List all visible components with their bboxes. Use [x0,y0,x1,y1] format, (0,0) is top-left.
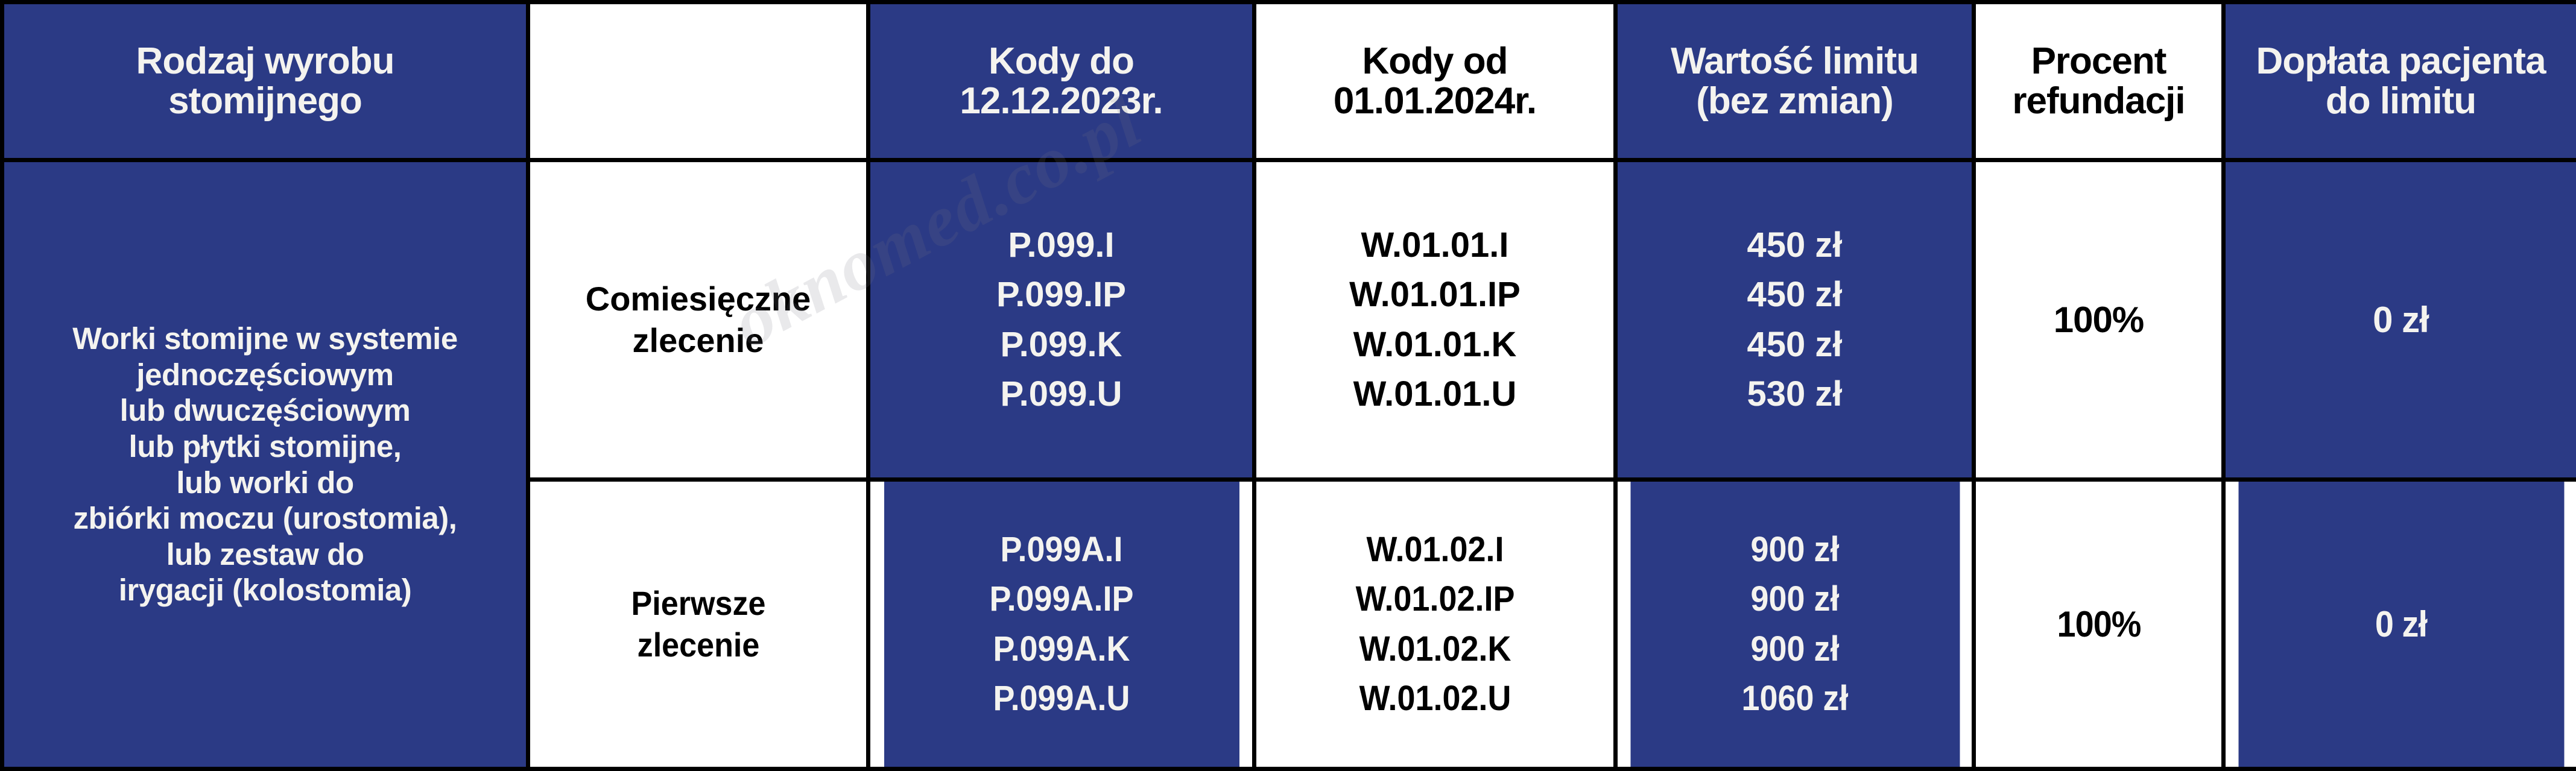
product-line-6: zbiórki moczu (urostomia), [8,500,522,537]
product-line-4: lub płytki stomijne, [8,429,522,465]
header-refund-percent-line2: refundacji [1979,81,2218,121]
product-line-1: Worki stomijne w systemie [8,321,522,357]
table-header: Rodzaj wyrobu stomijnego Kody do 12.12.2… [2,2,2576,160]
product-line-8: irygacji (kolostomia) [8,572,522,608]
header-patient-copay-line1: Dopłata pacjenta [2229,42,2572,81]
table-row: Worki stomijne w systemie jednoczęściowy… [2,160,2576,480]
limit-value-4: 1060 zł [1633,674,1956,723]
product-line-7: lub zestaw do [8,537,522,573]
code-old-1: P.099.I [874,221,1248,270]
code-old-2: P.099A.IP [887,574,1236,624]
code-old-2: P.099.IP [874,270,1248,319]
product-line-5: lub worki do [8,465,522,501]
header-product-type: Rodzaj wyrobu stomijnego [2,2,528,160]
header-product-type-line1: Rodzaj wyrobu [8,42,522,81]
header-patient-copay-line2: do limitu [2229,81,2572,121]
cell-refund-percent-monthly: 100% [1974,160,2224,480]
code-new-4: W.01.01.U [1260,370,1610,419]
code-old-1: P.099A.I [887,525,1236,574]
header-product-type-line2: stomijnego [8,81,522,121]
table-body: Worki stomijne w systemie jednoczęściowy… [2,160,2576,769]
cell-codes-new-first: W.01.02.I W.01.02.IP W.01.02.K W.01.02.U [1267,480,1603,769]
code-new-1: W.01.01.I [1260,221,1610,270]
header-patient-copay: Dopłata pacjenta do limitu [2224,2,2576,160]
order-type-line2: zlecenie [545,625,851,666]
code-old-3: P.099.K [874,320,1248,370]
cell-patient-copay-monthly: 0 zł [2224,160,2576,480]
limit-value-3: 900 zł [1633,625,1956,674]
header-codes-old-line2: 12.12.2023r. [874,81,1248,121]
limit-value-2: 450 zł [1621,270,1968,319]
limit-value-1: 450 zł [1621,221,1968,270]
limit-value-1: 900 zł [1633,525,1956,574]
cell-limit-values-first: 900 zł 900 zł 900 zł 1060 zł [1628,480,1961,769]
product-line-2: jednoczęściowym [8,357,522,393]
code-new-3: W.01.02.K [1272,625,1597,674]
header-limit-value-line2: (bez zmian) [1621,81,1968,121]
product-line-3: lub dwuczęściowym [8,392,522,429]
header-limit-value: Wartość limitu (bez zmian) [1616,2,1974,160]
code-new-4: W.01.02.U [1272,674,1597,723]
cell-product-description: Worki stomijne w systemie jednoczęściowy… [2,160,528,769]
header-refund-percent-line1: Procent [1979,42,2218,81]
cell-codes-new-monthly: W.01.01.I W.01.01.IP W.01.01.K W.01.01.U [1255,160,1616,480]
order-type-line1: Comiesięczne [534,279,862,319]
order-type-line2: zlecenie [534,320,862,361]
limit-value-4: 530 zł [1621,370,1968,419]
cell-limit-values-monthly: 450 zł 450 zł 450 zł 530 zł [1616,160,1974,480]
header-limit-value-line1: Wartość limitu [1621,42,1968,81]
header-codes-new: Kody od 01.01.2024r. [1255,2,1616,160]
cell-order-type-first: Pierwsze zlecenie [540,480,856,769]
header-codes-old: Kody do 12.12.2023r. [869,2,1255,160]
header-refund-percent: Procent refundacji [1974,2,2224,160]
header-codes-new-line2: 01.01.2024r. [1260,81,1610,121]
code-new-2: W.01.01.IP [1260,270,1610,319]
header-order-type-blank [528,2,869,160]
order-type-line1: Pierwsze [545,583,851,624]
code-old-3: P.099A.K [887,625,1236,674]
code-old-4: P.099A.U [887,674,1236,723]
header-codes-old-line1: Kody do [874,42,1248,81]
limit-value-3: 450 zł [1621,320,1968,370]
header-row: Rodzaj wyrobu stomijnego Kody do 12.12.2… [2,2,2576,160]
header-codes-new-line1: Kody od [1260,42,1610,81]
code-new-1: W.01.02.I [1272,525,1597,574]
cell-codes-old-monthly: P.099.I P.099.IP P.099.K P.099.U [869,160,1255,480]
code-new-2: W.01.02.IP [1272,574,1597,624]
code-new-3: W.01.01.K [1260,320,1610,370]
cell-patient-copay-first: 0 zł [2236,480,2566,769]
code-old-4: P.099.U [874,370,1248,419]
limit-value-2: 900 zł [1633,574,1956,624]
cell-order-type-monthly: Comiesięczne zlecenie [528,160,869,480]
cell-codes-old-first: P.099A.I P.099A.IP P.099A.K P.099A.U [882,480,1241,769]
cell-refund-percent-first: 100% [1983,480,2215,769]
